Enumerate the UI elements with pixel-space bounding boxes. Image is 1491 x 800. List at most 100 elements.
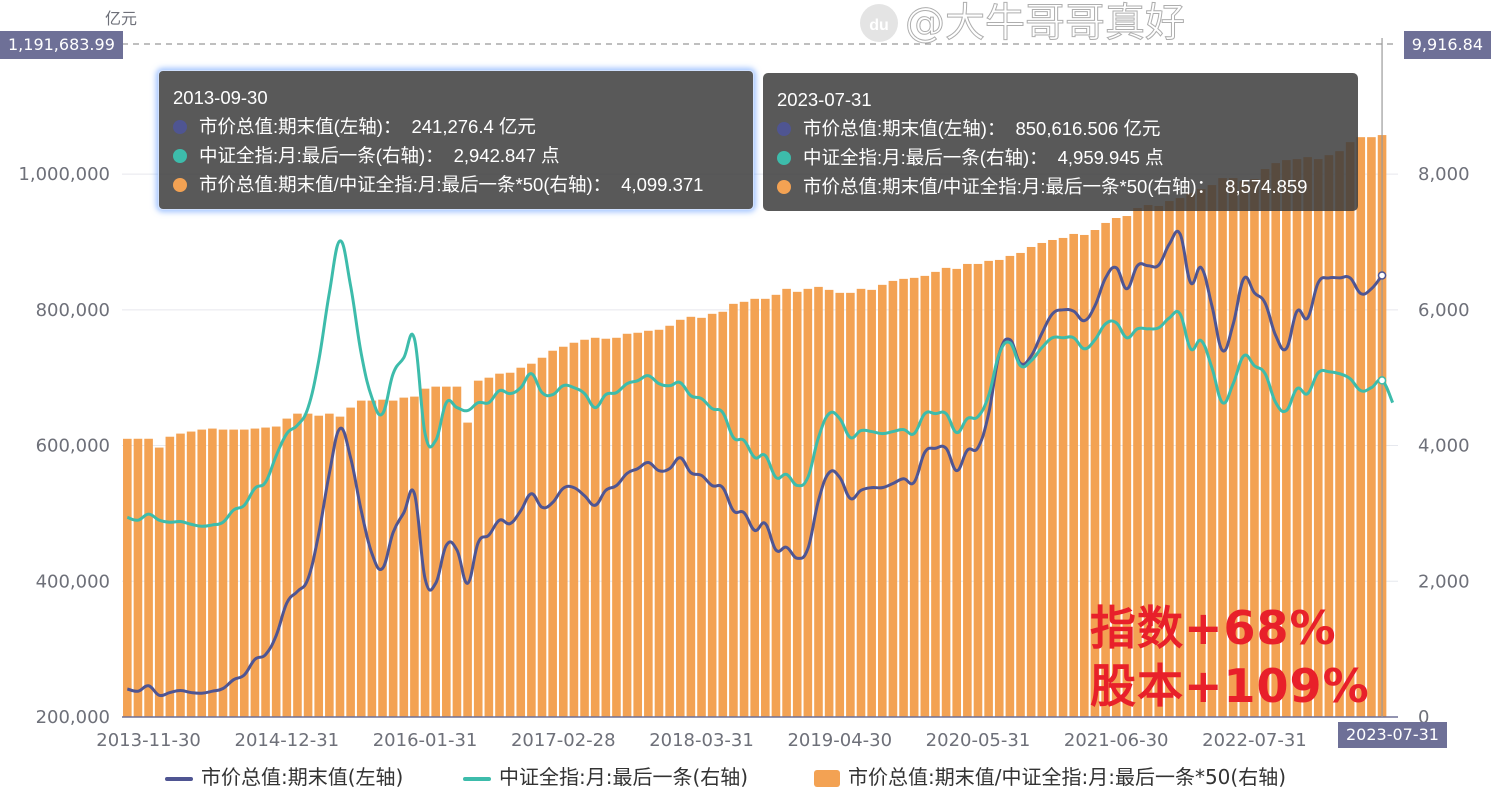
- bar: [994, 259, 1004, 717]
- bar: [1069, 233, 1078, 718]
- bar: [1175, 198, 1185, 717]
- bar: [1122, 216, 1132, 717]
- bar: [1016, 252, 1025, 717]
- legend: 市价总值:期末值(左轴) 中证全指:月:最后一条(右轴) 市价总值:期末值/中证…: [0, 762, 1491, 792]
- left-axis-tick-label: 1,000,000: [18, 164, 110, 185]
- x-axis-tick-label: 2018-03-31: [649, 730, 754, 751]
- max-markline-left-label: 1,191,683.99: [0, 31, 123, 59]
- tooltip-value: 850,616.506 亿元: [1015, 118, 1161, 139]
- x-axis-tick-label: 2020-05-31: [926, 730, 1031, 751]
- bar: [250, 428, 260, 717]
- tooltip-value: 8,574.859: [1225, 176, 1308, 197]
- bar: [516, 367, 526, 717]
- bar: [282, 418, 292, 717]
- series-dot-icon: [777, 122, 791, 136]
- bar: [186, 431, 196, 717]
- bar: [378, 399, 387, 717]
- bar: [675, 319, 685, 717]
- bar: [739, 301, 749, 717]
- left-axis-tick-label: 800,000: [36, 300, 110, 321]
- bar: [580, 339, 589, 717]
- right-axis-tick-label: 8,000: [1418, 164, 1470, 185]
- bar: [1037, 242, 1047, 717]
- left-axis-unit: 亿元: [105, 9, 138, 28]
- tooltip-date: 2013-09-30: [173, 87, 268, 108]
- bar: [154, 447, 164, 717]
- legend-item-csi-all-index[interactable]: 中证全指:月:最后一条(右轴): [463, 762, 748, 792]
- bar: [356, 400, 366, 717]
- bar: [1196, 189, 1206, 718]
- bar: [367, 400, 377, 717]
- bar: [495, 373, 504, 717]
- bar: [846, 292, 855, 717]
- series-dot-icon: [173, 178, 187, 192]
- bar: [463, 422, 472, 717]
- bar: [824, 289, 834, 717]
- bar: [654, 329, 664, 717]
- bar: [856, 288, 866, 717]
- bar: [761, 298, 770, 717]
- tooltip-row: 中证全指:月:最后一条(右轴)： 4,959.945 点: [777, 143, 1344, 172]
- bar: [1058, 237, 1068, 717]
- legend-label: 市价总值:期末值(左轴): [201, 765, 404, 789]
- bar: [622, 333, 632, 717]
- market-cap-line: [126, 229, 1384, 698]
- bar: [144, 438, 153, 717]
- legend-line-icon: [165, 776, 193, 781]
- bar: [1356, 137, 1366, 718]
- tooltip-label: 市价总值:期末值(左轴)：: [803, 118, 1006, 139]
- bar: [963, 263, 972, 717]
- bar: [633, 332, 643, 717]
- highlight-point: [1377, 271, 1387, 280]
- right-axis-tick-label: 6,000: [1418, 300, 1470, 321]
- right-axis-tick-label: 4,000: [1418, 436, 1470, 457]
- bar: [590, 337, 600, 717]
- x-axis-tick-label: 2016-01-31: [373, 730, 478, 751]
- legend-item-market-cap[interactable]: 市价总值:期末值(左轴): [165, 762, 403, 792]
- left-axis-tick-label: 200,000: [36, 707, 110, 728]
- left-axis-tick-label: 600,000: [36, 436, 110, 457]
- legend-line-icon: [463, 776, 491, 781]
- bar: [877, 284, 887, 717]
- tooltip-label: 中证全指:月:最后一条(右轴)：: [199, 145, 444, 166]
- bar: [123, 438, 132, 717]
- watermark-logo-icon: du: [860, 4, 898, 42]
- bar: [1271, 163, 1281, 718]
- bar: [665, 325, 674, 717]
- tooltip-value: 4,099.371: [621, 174, 704, 195]
- bar: [1090, 230, 1100, 717]
- bar: [410, 396, 419, 717]
- bar: [697, 317, 706, 717]
- bar: [1313, 159, 1323, 717]
- legend-rect-icon: [814, 770, 840, 787]
- tooltip-label: 中证全指:月:最后一条(右轴)：: [803, 147, 1048, 168]
- tooltip-label: 市价总值:期末值/中证全指:月:最后一条*50(右轴)：: [803, 176, 1216, 197]
- legend-item-ratio[interactable]: 市价总值:期末值/中证全指:月:最后一条*50(右轴): [814, 762, 1286, 792]
- x-axis-tick-label: 2017-02-28: [511, 730, 616, 751]
- bar: [303, 413, 313, 717]
- bar: [388, 400, 398, 717]
- bar: [1367, 137, 1376, 718]
- tooltip-value: 4,959.945 点: [1057, 147, 1164, 168]
- bar: [473, 380, 483, 717]
- bar: [133, 438, 143, 717]
- bar: [229, 429, 238, 717]
- bar: [750, 298, 759, 717]
- bar: [537, 357, 547, 717]
- bar: [1005, 255, 1015, 717]
- bar: [1026, 246, 1036, 717]
- right-axis-tick-label: 2,000: [1418, 571, 1470, 592]
- bar: [1335, 151, 1344, 717]
- bar: [261, 427, 270, 717]
- bar: [920, 275, 930, 717]
- bar: [176, 433, 185, 717]
- tooltip-label: 市价总值:期末值/中证全指:月:最后一条*50(右轴)：: [199, 174, 612, 195]
- bar: [208, 428, 217, 717]
- bar: [569, 342, 579, 717]
- bar: [867, 289, 876, 717]
- series-dot-icon: [173, 120, 187, 134]
- bar: [442, 386, 451, 717]
- x-axis-tick-label: 2019-04-30: [787, 730, 892, 751]
- x-axis-tick-label: 2021-06-30: [1064, 730, 1169, 751]
